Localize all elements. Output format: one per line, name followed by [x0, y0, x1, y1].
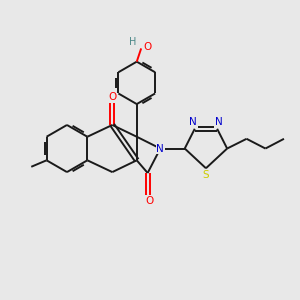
Text: N: N	[189, 117, 197, 127]
Text: N: N	[215, 117, 223, 127]
Text: H: H	[129, 37, 137, 47]
Text: S: S	[202, 170, 209, 180]
Text: N: N	[156, 143, 164, 154]
Text: O: O	[108, 92, 116, 102]
Text: O: O	[143, 42, 152, 52]
Text: O: O	[145, 196, 153, 206]
